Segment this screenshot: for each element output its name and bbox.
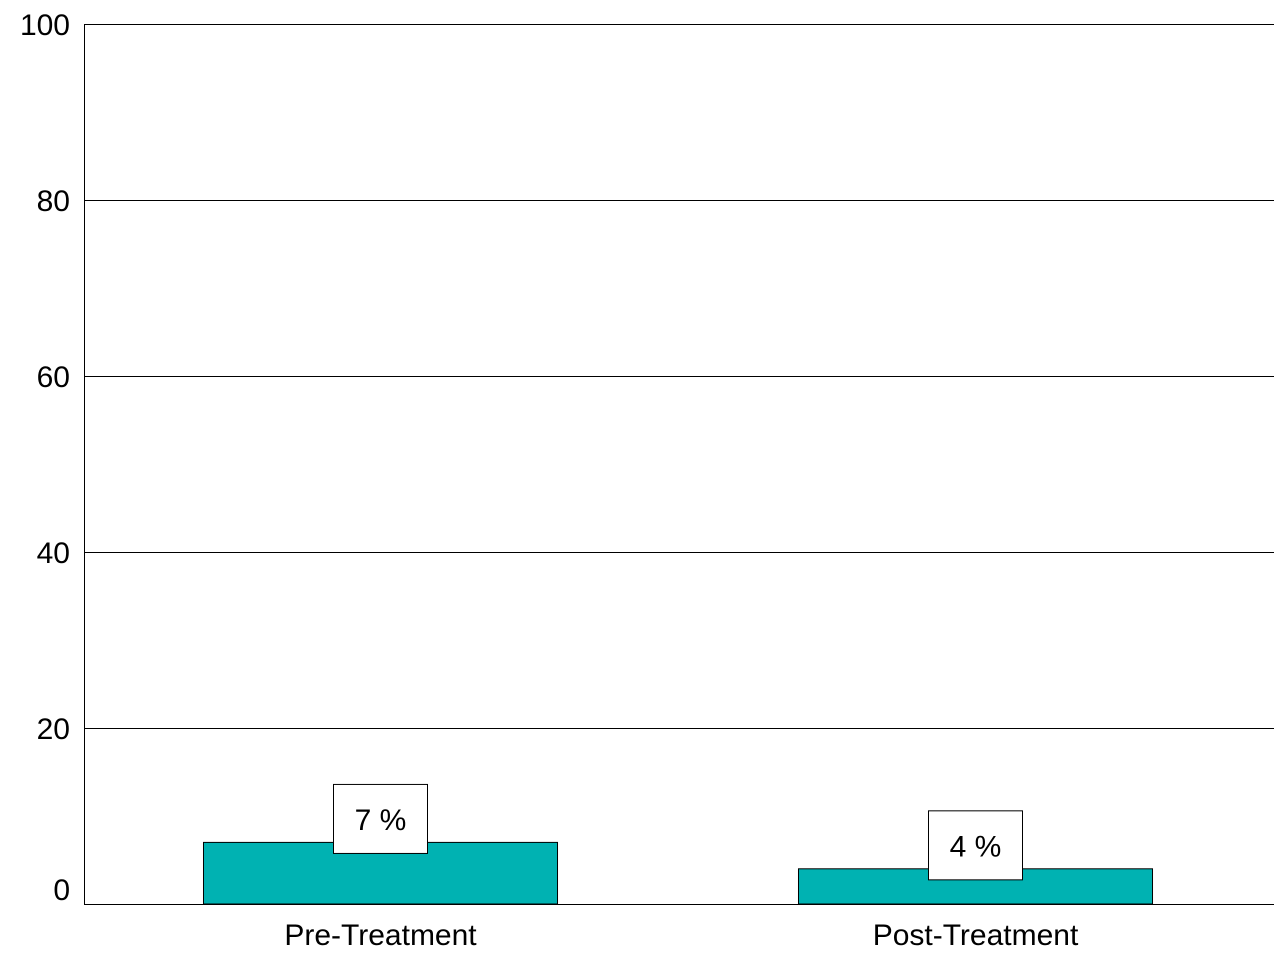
axes: [84, 24, 1274, 905]
gridlines: [84, 24, 1274, 729]
data-label: 7 %: [333, 783, 428, 854]
y-tick-labels: 0 20 40 60 80 100: [20, 9, 70, 907]
data-label-box: [333, 783, 428, 854]
y-tick-label: 20: [37, 713, 70, 746]
x-category-label: Pre-Treatment: [284, 919, 477, 952]
y-tick-label: 40: [37, 537, 70, 570]
data-label-box: [928, 810, 1023, 881]
y-tick-label: 100: [20, 9, 70, 42]
data-label-text: 4 %: [950, 830, 1002, 863]
data-label-text: 7 %: [355, 804, 407, 837]
y-tick-label: 0: [53, 874, 70, 907]
data-label: 4 %: [928, 810, 1023, 881]
x-category-label: Post-Treatment: [873, 919, 1079, 952]
y-tick-label: 80: [37, 185, 70, 218]
data-labels: 7 % 4 %: [333, 783, 1023, 881]
x-category-labels: Pre-Treatment Post-Treatment: [284, 919, 1079, 952]
y-tick-label: 60: [37, 361, 70, 394]
